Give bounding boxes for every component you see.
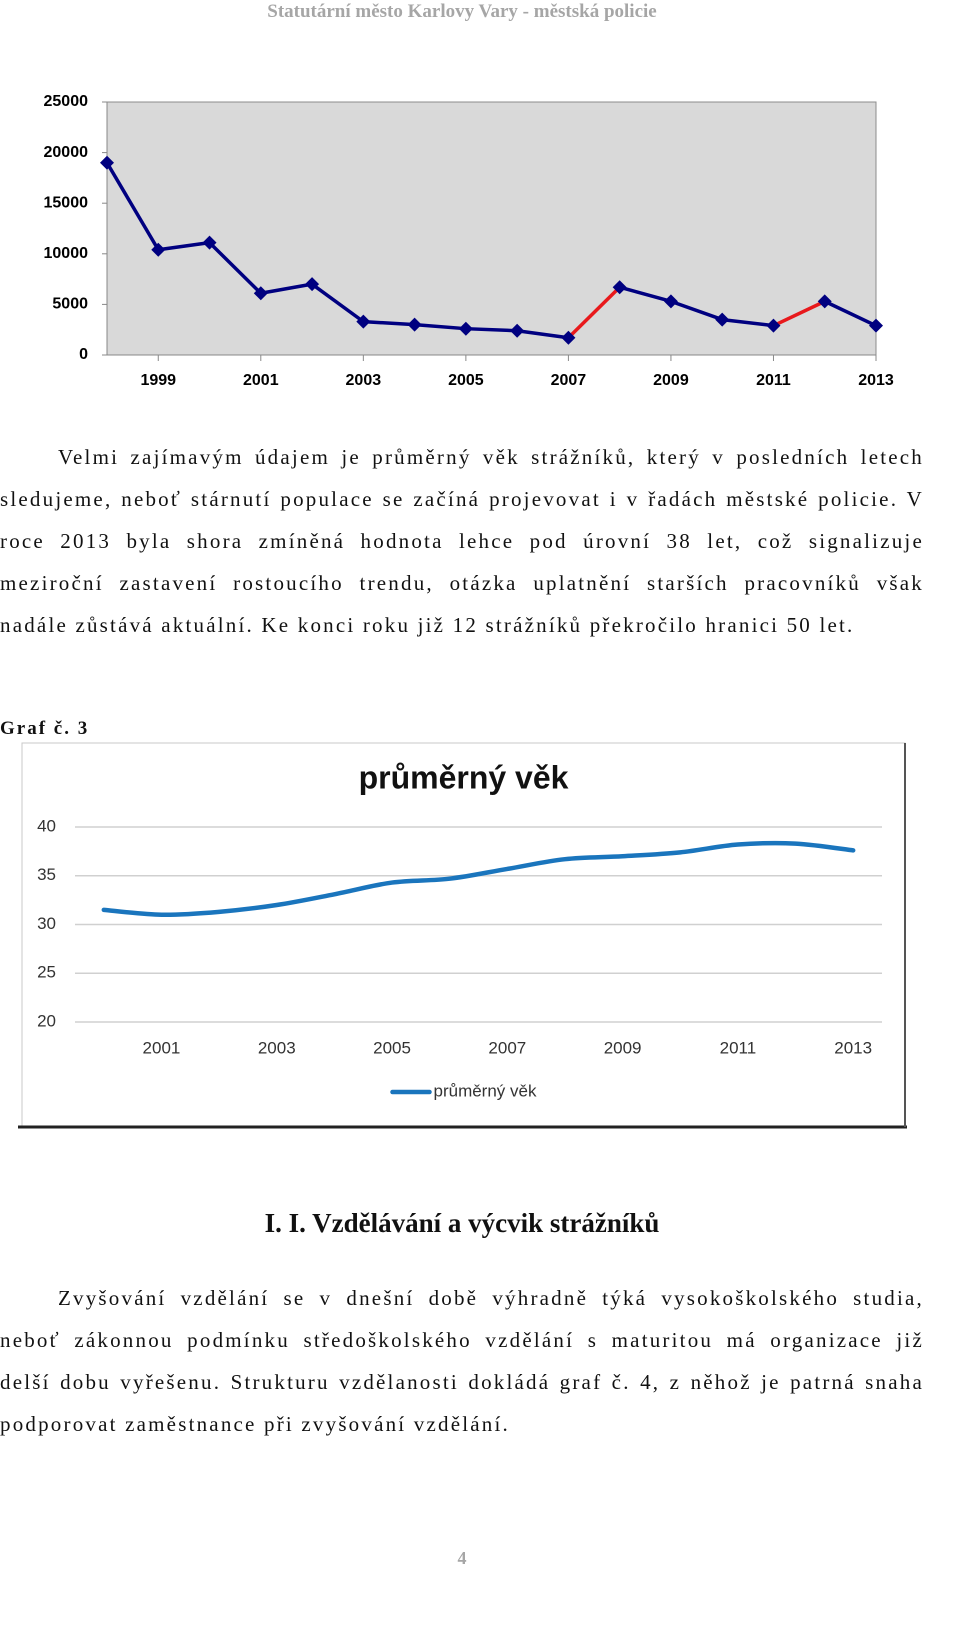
x-tick-label: 2013 [858, 372, 894, 389]
y-tick-label: 35 [37, 865, 56, 884]
line-segment [414, 322, 467, 331]
marker [407, 317, 422, 332]
series-line [101, 840, 856, 918]
line-segment [721, 317, 774, 328]
line-segment [363, 319, 415, 327]
line-segment [772, 299, 826, 328]
line-segment [670, 299, 723, 322]
marker [715, 312, 730, 327]
chart-title: průměrný věk [359, 759, 569, 795]
y-tick-label: 40 [37, 816, 56, 835]
marker [561, 330, 576, 345]
chart-frame [21, 742, 906, 1127]
line-segment [260, 282, 313, 295]
line-segment [567, 285, 621, 340]
marker [100, 155, 114, 170]
paragraph: Zvyšování vzdělání se v dnešní době výhr… [0, 1286, 924, 1436]
page-header: Statutární město Karlovy Vary - městská … [267, 1, 657, 22]
marker [663, 294, 678, 309]
y-tick-label: 0 [79, 346, 88, 363]
y-tick-label: 10000 [44, 245, 89, 262]
y-tick-label: 25000 [44, 93, 89, 110]
line-segment [158, 240, 210, 252]
paragraph: Velmi zajímavým údajem je průměrný věk s… [0, 445, 924, 637]
y-tick-label: 5000 [52, 296, 88, 313]
x-tick-label: 2011 [720, 1038, 757, 1057]
marker [612, 280, 627, 295]
x-tick-label: 2011 [756, 372, 791, 389]
x-tick-label: 2003 [258, 1038, 296, 1057]
x-tick-label: 1999 [140, 372, 176, 389]
legend-label: průměrný věk [434, 1081, 537, 1100]
marker [510, 323, 525, 338]
x-tick-label: 2009 [604, 1038, 642, 1057]
line-segment [516, 328, 569, 340]
line-segment [465, 326, 518, 333]
line-segment [208, 241, 263, 295]
y-tick-label: 25 [37, 963, 56, 982]
marker [305, 277, 320, 292]
marker [817, 294, 832, 309]
page-number: 4 [457, 1548, 467, 1568]
x-tick-label: 2007 [551, 372, 587, 389]
marker [202, 235, 217, 250]
y-tick-label: 15000 [44, 194, 89, 211]
x-tick-label: 2007 [488, 1038, 526, 1057]
x-tick-label: 2005 [373, 1038, 411, 1057]
line-segment [823, 299, 877, 328]
marker [253, 286, 268, 301]
x-tick-label: 2005 [448, 372, 484, 389]
line-segment [311, 282, 365, 324]
marker [766, 318, 781, 333]
x-tick-label: 2001 [243, 372, 279, 389]
marker [151, 242, 166, 257]
line-segment [105, 161, 160, 251]
x-tick-label: 2009 [653, 372, 689, 389]
chart: 20 25 30 35 40 2001 2003 2005 2007 2009 2011 2013 pr… [18, 742, 907, 1129]
x-tick-label: 2013 [834, 1038, 872, 1057]
y-tick-label: 20000 [44, 144, 89, 161]
x-tick-label: 2003 [346, 372, 382, 389]
marker [356, 314, 371, 329]
section-heading: I. I. Vzdělávání a výcvik strážníků [264, 1208, 660, 1238]
chart-label: Graf č. 3 [0, 718, 90, 739]
line-segment [619, 285, 672, 304]
x-tick-label: 2001 [143, 1038, 181, 1057]
plot-area [106, 101, 877, 356]
y-tick-label: 20 [37, 1011, 56, 1030]
marker [458, 321, 473, 336]
chart: 0 5000 10000 15000 20000 25000 1999 2001 2003 200… [44, 93, 894, 389]
marker [869, 318, 883, 333]
y-tick-label: 30 [37, 914, 56, 933]
